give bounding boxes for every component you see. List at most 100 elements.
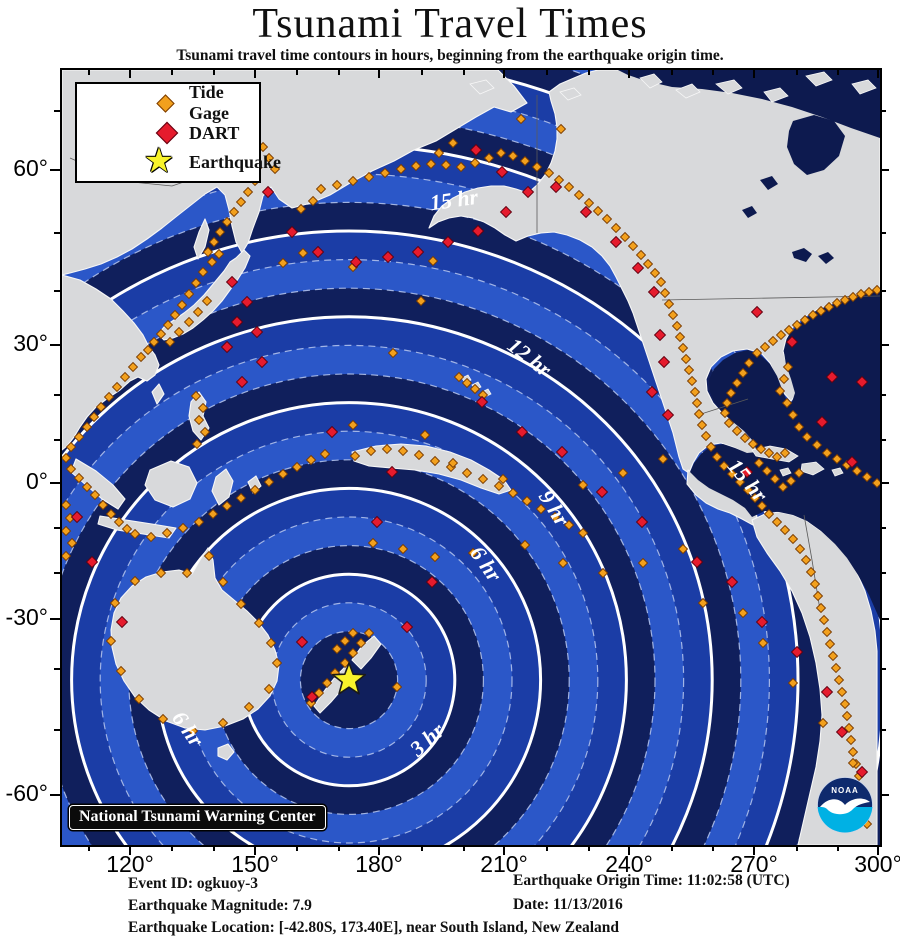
tide-gage-marker <box>839 294 851 306</box>
tide-gage-marker <box>355 637 367 649</box>
lat-minor-tick <box>880 110 886 112</box>
tide-gage-marker <box>563 519 575 531</box>
tide-gage-marker <box>778 373 790 385</box>
major-contour <box>62 315 714 845</box>
tide-gage-marker <box>734 476 746 488</box>
tide-gage-marker <box>777 481 789 493</box>
island <box>805 71 833 87</box>
footer-magnitude: Earthquake Magnitude: 7.9 <box>128 897 312 914</box>
island <box>800 461 825 476</box>
dart-marker <box>349 255 363 269</box>
tide-gage-marker <box>635 249 647 261</box>
tide-gage-marker <box>831 297 843 309</box>
tide-gage-marker <box>455 161 467 173</box>
tide-gage-marker <box>413 449 425 461</box>
lat-major-tick <box>880 618 889 620</box>
tide-gage-marker <box>755 443 767 455</box>
tide-gage-marker <box>62 499 72 511</box>
hourly-contour-dashed <box>99 430 599 845</box>
lon-major-tick <box>628 845 630 855</box>
tide-gage-marker <box>731 425 743 437</box>
tide-gage-marker <box>791 319 803 331</box>
tide-gage-marker <box>617 467 629 479</box>
tide-gage-marker <box>113 516 125 528</box>
hourly-contour-dashed <box>62 344 685 845</box>
tide-gage-marker <box>671 320 683 332</box>
tide-gage-marker <box>851 465 863 477</box>
tide-gage-marker <box>190 390 202 402</box>
lon-minor-tick <box>837 70 839 75</box>
dart-marker <box>690 555 704 569</box>
lat-minor-tick <box>880 668 886 670</box>
tide-gage-marker <box>627 240 639 252</box>
tide-gage-marker <box>447 137 459 149</box>
noaa-gull-icon <box>820 798 870 815</box>
dart-marker <box>785 335 799 349</box>
ntwc-badge: National Tsunami Warning Center <box>69 805 326 830</box>
tide-gage-marker <box>774 385 786 397</box>
earthquake-star <box>332 662 366 695</box>
tide-gage-marker <box>847 291 859 303</box>
tide-gage-marker <box>235 492 247 504</box>
tide-gage-marker <box>823 301 835 313</box>
lon-minor-tick <box>421 845 423 851</box>
major-contour <box>62 229 800 845</box>
tide-gage-marker <box>391 681 403 693</box>
lon-minor-tick <box>796 70 798 75</box>
tide-gage-marker <box>753 457 765 469</box>
tide-gage-marker <box>169 309 181 321</box>
lon-minor-tick <box>546 70 548 75</box>
lon-minor-tick <box>546 845 548 851</box>
page-title: Tsunami Travel Times <box>252 1 648 47</box>
tide-gage-marker <box>395 163 407 175</box>
legend-label-earthquake: Earthquake <box>189 151 282 172</box>
tide-gage-marker <box>507 150 519 162</box>
tide-gage-marker <box>228 206 240 218</box>
tide-gage-marker <box>97 499 109 511</box>
tide-gage-marker <box>62 452 72 464</box>
tide-gage-marker <box>199 426 211 438</box>
lon-major-tick <box>503 845 505 855</box>
lon-minor-tick <box>171 845 173 851</box>
dart-marker <box>725 575 739 589</box>
dart-marker <box>661 408 675 422</box>
tide-gage-marker <box>563 181 575 193</box>
landmass <box>151 383 165 405</box>
tide-gage-marker <box>221 216 233 228</box>
dart-marker <box>515 425 529 439</box>
tide-gage-marker <box>783 324 795 336</box>
tide-gage-marker <box>135 351 147 363</box>
tide-gage-marker <box>379 167 391 179</box>
dart-marker <box>385 465 399 479</box>
tide-gage-marker <box>843 722 855 734</box>
tide-gage-marker <box>721 397 733 409</box>
page-subtitle: Tsunami travel time contours in hours, b… <box>176 47 724 64</box>
tide-gage-marker <box>543 167 555 179</box>
dart-marker <box>220 340 234 354</box>
tide-gage-marker <box>62 525 72 537</box>
tide-gage-marker <box>271 657 283 669</box>
tide-gage-marker <box>495 147 507 159</box>
dart-marker <box>311 245 325 259</box>
lon-minor-tick <box>213 845 215 851</box>
lat-major-tick <box>50 482 60 484</box>
tide-gage-marker <box>381 443 393 455</box>
tide-gage-marker <box>847 757 859 769</box>
tide-gage-marker <box>737 367 749 379</box>
earthquake-star-icon: ★ <box>143 143 175 180</box>
island <box>779 467 792 477</box>
tide-gage-marker <box>507 487 519 499</box>
dart-marker <box>85 555 99 569</box>
tide-gage-marker <box>759 341 771 353</box>
tide-gage-marker <box>217 576 229 588</box>
tide-gage-marker <box>142 344 154 356</box>
tide-gage-marker <box>157 713 169 725</box>
tide-gage-marker <box>497 473 509 485</box>
landmass <box>211 468 234 506</box>
tide-gage-marker <box>691 397 703 409</box>
tide-gage-marker <box>111 381 123 393</box>
dart-marker <box>469 143 483 157</box>
tide-gage-marker <box>213 248 225 260</box>
lon-minor-tick <box>712 70 714 75</box>
dart-marker <box>790 645 804 659</box>
